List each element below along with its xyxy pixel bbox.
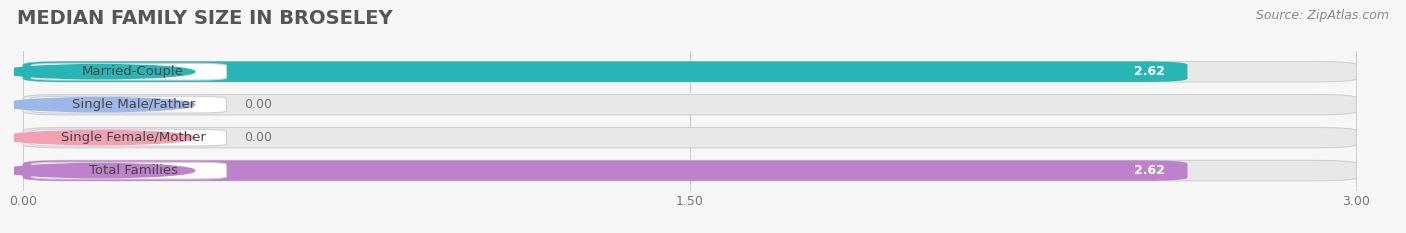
Text: Single Male/Father: Single Male/Father (72, 98, 195, 111)
Text: 0.00: 0.00 (245, 131, 273, 144)
Text: Single Female/Mother: Single Female/Mother (60, 131, 205, 144)
FancyBboxPatch shape (22, 62, 1188, 82)
Text: Total Families: Total Families (89, 164, 177, 177)
Text: 0.00: 0.00 (245, 98, 273, 111)
Circle shape (3, 130, 195, 145)
FancyBboxPatch shape (22, 127, 1357, 148)
Text: MEDIAN FAMILY SIZE IN BROSELEY: MEDIAN FAMILY SIZE IN BROSELEY (17, 9, 392, 28)
FancyBboxPatch shape (31, 63, 226, 80)
FancyBboxPatch shape (22, 160, 1188, 181)
FancyBboxPatch shape (31, 162, 226, 179)
FancyBboxPatch shape (22, 94, 1357, 115)
FancyBboxPatch shape (22, 160, 1357, 181)
Circle shape (3, 65, 195, 79)
Text: 2.62: 2.62 (1135, 164, 1166, 177)
FancyBboxPatch shape (31, 96, 226, 113)
Circle shape (3, 98, 195, 112)
FancyBboxPatch shape (22, 62, 1357, 82)
Text: Source: ZipAtlas.com: Source: ZipAtlas.com (1256, 9, 1389, 22)
FancyBboxPatch shape (31, 129, 226, 146)
Text: Married-Couple: Married-Couple (82, 65, 184, 78)
Circle shape (3, 164, 195, 178)
Text: 2.62: 2.62 (1135, 65, 1166, 78)
